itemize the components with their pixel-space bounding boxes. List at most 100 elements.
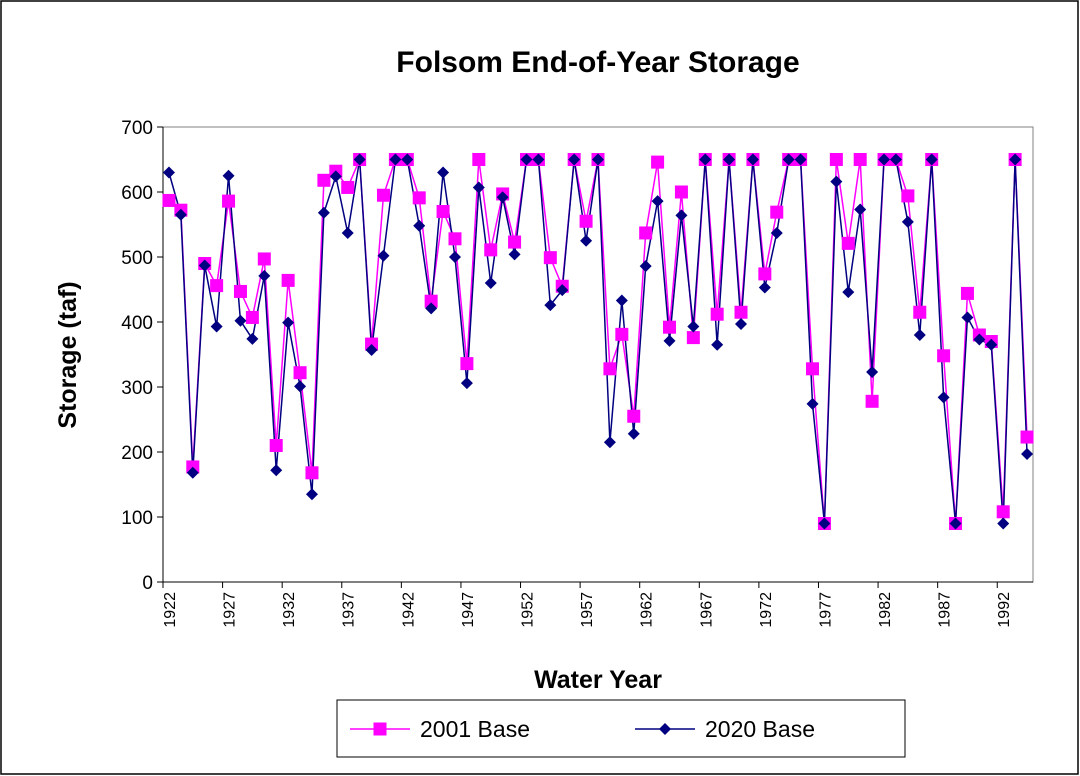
- y-tick-label: 0: [142, 573, 153, 594]
- data-point: [543, 251, 557, 265]
- data-point: [592, 153, 604, 166]
- x-tick-label: 1972: [758, 592, 775, 628]
- data-point: [484, 243, 498, 257]
- data-point: [496, 191, 509, 204]
- data-point: [853, 153, 867, 166]
- data-point: [234, 314, 247, 327]
- data-point: [806, 397, 819, 410]
- data-point: [735, 317, 748, 330]
- x-tick-label: 1982: [877, 592, 894, 628]
- data-point: [532, 153, 545, 166]
- y-tick-label: 200: [121, 443, 153, 464]
- chart-title: Folsom End-of-Year Storage: [396, 46, 799, 79]
- y-tick-label: 300: [121, 378, 153, 399]
- data-point: [174, 208, 187, 221]
- legend: [336, 699, 906, 758]
- data-point: [663, 320, 677, 334]
- data-point: [996, 505, 1010, 519]
- y-tick-label: 700: [121, 118, 153, 139]
- y-tick-label: 400: [121, 313, 153, 334]
- data-point: [294, 380, 307, 393]
- data-point: [580, 234, 593, 247]
- data-point: [210, 320, 223, 333]
- data-point: [758, 281, 771, 294]
- x-tick-label: 1932: [281, 592, 298, 628]
- data-point: [686, 331, 700, 345]
- data-point: [603, 436, 616, 449]
- x-tick-label: 1937: [341, 592, 358, 628]
- data-point: [603, 362, 617, 376]
- data-point: [365, 343, 378, 356]
- data-point: [889, 153, 902, 166]
- data-point: [937, 391, 950, 404]
- data-point: [961, 311, 974, 324]
- data-point: [710, 307, 724, 321]
- x-tick-label: 1942: [400, 592, 417, 628]
- x-tick-label: 1987: [937, 592, 954, 628]
- data-point: [687, 320, 700, 333]
- data-point: [627, 427, 640, 440]
- data-point: [758, 267, 772, 281]
- data-point: [806, 362, 820, 376]
- data-point: [627, 409, 641, 423]
- data-point: [162, 193, 176, 207]
- data-point: [222, 169, 235, 182]
- data-point: [937, 349, 951, 363]
- data-point: [949, 517, 962, 530]
- data-point: [865, 394, 879, 408]
- data-point: [186, 466, 199, 479]
- data-point: [818, 517, 831, 530]
- data-point: [245, 310, 259, 324]
- data-point: [472, 181, 485, 194]
- data-point: [985, 338, 998, 351]
- data-point: [376, 188, 390, 202]
- data-point: [842, 286, 855, 299]
- data-point: [651, 155, 665, 169]
- plot-area: [162, 126, 1034, 583]
- data-point: [770, 226, 783, 239]
- x-tick-label: 1977: [817, 592, 834, 628]
- data-point: [651, 195, 664, 208]
- data-point: [711, 338, 724, 351]
- data-point: [329, 170, 342, 183]
- y-tick-label: 500: [121, 248, 153, 269]
- x-tick-label: 1992: [996, 592, 1013, 628]
- data-point: [1009, 153, 1022, 166]
- data-point: [281, 273, 295, 287]
- data-point: [544, 299, 557, 312]
- data-point: [210, 279, 224, 293]
- data-point: [293, 366, 307, 380]
- data-point: [615, 294, 628, 307]
- data-point: [222, 194, 236, 208]
- data-point: [317, 173, 331, 187]
- data-point: [556, 284, 569, 297]
- x-tick-label: 1947: [460, 592, 477, 628]
- data-point: [1021, 447, 1034, 460]
- data-point: [913, 329, 926, 341]
- data-point: [162, 166, 175, 179]
- data-point: [901, 215, 914, 228]
- data-point: [436, 205, 450, 218]
- x-axis-label: Water Year: [534, 666, 662, 694]
- data-point: [723, 153, 736, 166]
- data-point: [830, 175, 843, 188]
- data-point: [282, 316, 295, 329]
- data-point: [794, 153, 807, 166]
- data-point: [674, 185, 688, 199]
- legend-label: 2001 Base: [420, 716, 530, 742]
- data-point: [472, 153, 486, 166]
- data-point: [782, 153, 795, 166]
- y-tick-label: 100: [121, 508, 153, 529]
- x-tick-label: 1922: [162, 592, 179, 628]
- x-tick-label: 1957: [579, 592, 596, 628]
- data-point: [734, 305, 748, 319]
- data-point: [973, 333, 986, 346]
- data-point: [663, 334, 676, 347]
- data-point: [412, 191, 426, 205]
- data-point: [1020, 430, 1034, 444]
- data-point: [448, 251, 461, 263]
- data-point: [901, 189, 915, 203]
- data-point: [568, 153, 581, 166]
